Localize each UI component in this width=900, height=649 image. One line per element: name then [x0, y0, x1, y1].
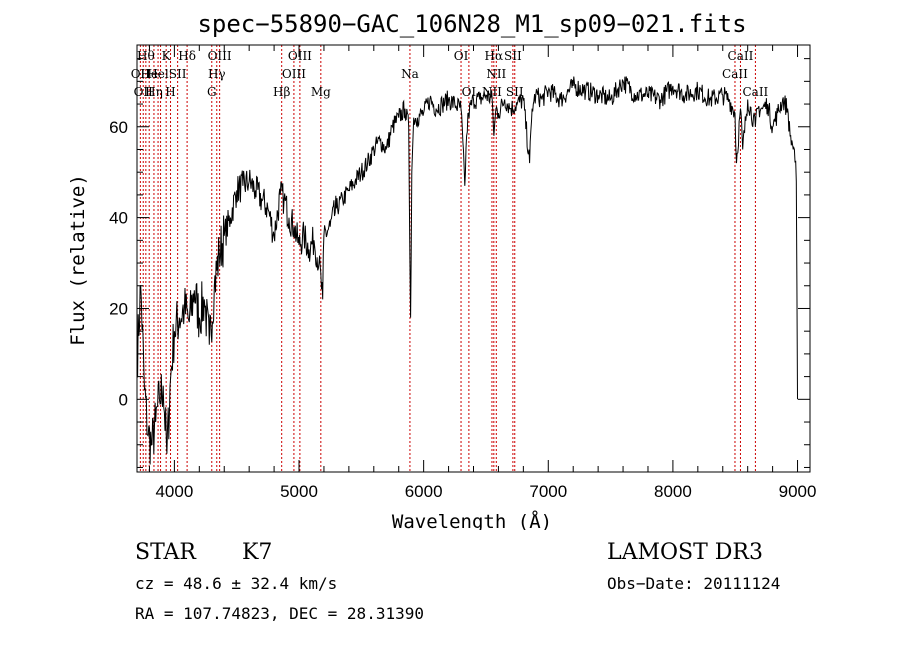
x-tick-label-2: 6000 — [405, 482, 443, 501]
line-label-12: Hγ — [208, 67, 226, 81]
chart-title: spec−55890−GAC_106N28_M1_sp09−021.fits — [197, 10, 746, 38]
line-label-3: He — [140, 67, 158, 81]
object-subclass: K7 — [242, 540, 273, 565]
line-label-5: Hel — [147, 67, 169, 81]
line-label-26: CaII — [722, 67, 748, 81]
spectral-line-markers — [139, 45, 756, 472]
line-label-25: SII — [506, 85, 524, 99]
line-label-17: Mg — [311, 85, 331, 99]
line-label-1: OII — [134, 85, 154, 99]
x-tick-label-3: 7000 — [529, 482, 567, 501]
line-label-15: OIII — [282, 67, 306, 81]
line-label-19: OI — [454, 49, 469, 63]
line-label-4: Hη — [145, 85, 163, 99]
line-label-22: Hα — [485, 49, 504, 63]
x-tick-label-1: 5000 — [280, 482, 318, 501]
x-axis-label: Wavelength (Å) — [392, 510, 552, 530]
line-label-20: OI — [462, 85, 477, 99]
line-label-14: Hβ — [273, 85, 290, 99]
survey-name: LAMOST DR3 — [607, 540, 763, 565]
spectrum-series-line — [136, 76, 798, 465]
line-label-9: SII — [169, 67, 187, 81]
line-label-18: Na — [401, 67, 419, 81]
line-label-23: NII — [486, 67, 506, 81]
obs-date-readout: Obs−Date: 20111124 — [607, 574, 781, 593]
line-label-7: K — [162, 49, 172, 63]
y-axis-label: Flux (relative) — [67, 174, 89, 346]
coordinates-readout: RA = 107.74823, DEC = 28.31390 — [135, 604, 424, 623]
y-tick-label-3: 60 — [109, 118, 128, 137]
line-label-2: Hθ — [137, 49, 155, 63]
line-label-8: H — [165, 85, 175, 99]
spectrum-chart: spec−55890−GAC_106N28_M1_sp09−021.fits O… — [67, 10, 816, 530]
line-label-16: OIII — [288, 49, 312, 63]
line-label-13: OIII — [208, 49, 232, 63]
object-class: STAR — [135, 540, 196, 565]
y-tick-label-0: 0 — [119, 390, 128, 409]
plot-frame — [136, 44, 811, 473]
x-tick-label-0: 4000 — [155, 482, 193, 501]
line-label-10: Hδ — [178, 49, 196, 63]
y-tick-label-1: 20 — [109, 299, 128, 318]
line-label-11: G — [207, 85, 217, 99]
x-tick-label-5: 9000 — [779, 482, 817, 501]
x-tick-label-4: 8000 — [654, 482, 692, 501]
cz-readout: cz = 48.6 ± 32.4 km/s — [135, 574, 338, 593]
line-label-0: OII — [131, 67, 151, 81]
line-label-28: CaII — [742, 85, 768, 99]
axis-ticks: 4000 5000 6000 7000 8000 9000 0 20 40 60 — [109, 45, 816, 501]
line-label-24: SII — [504, 49, 522, 63]
line-label-27: CaII — [728, 49, 754, 63]
y-tick-label-2: 40 — [109, 209, 128, 228]
